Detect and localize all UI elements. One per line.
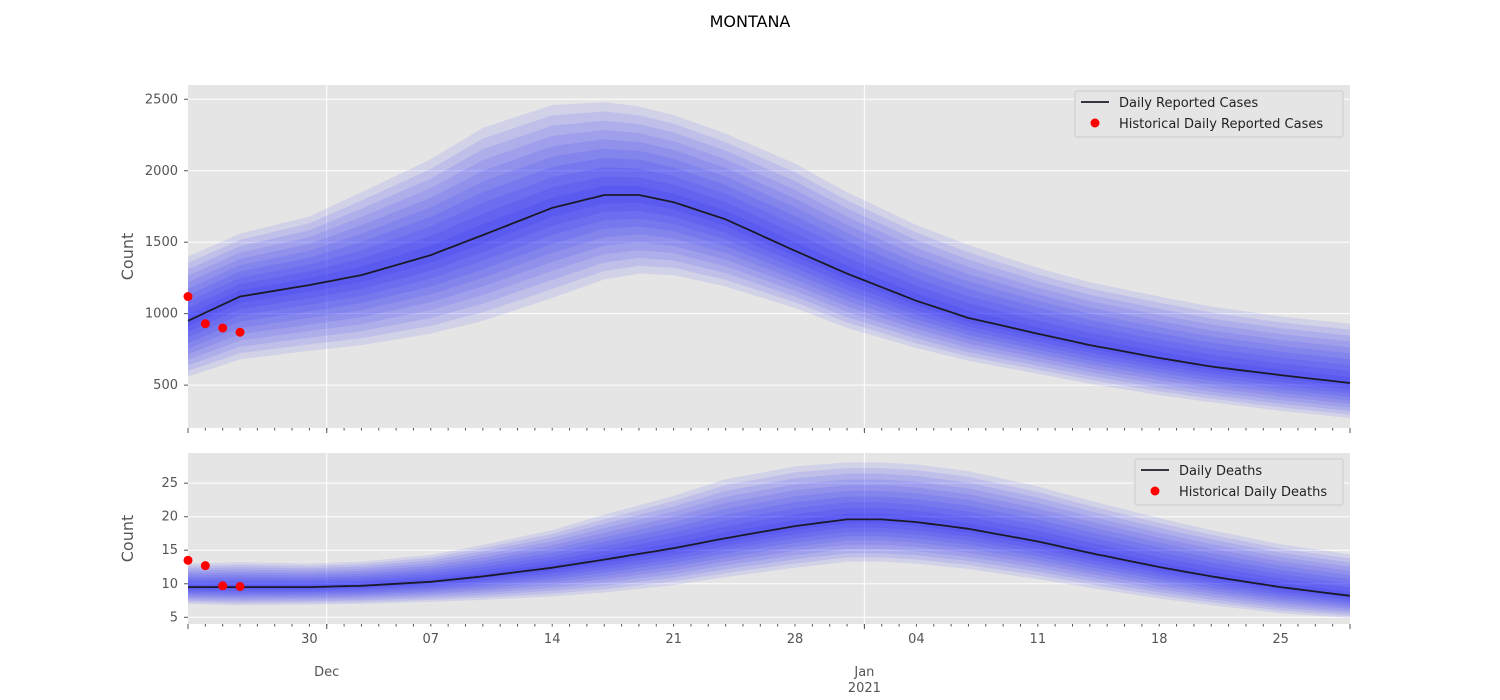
xtick-label: 21: [665, 632, 682, 647]
deaths-legend-label-line: Daily Deaths: [1179, 464, 1262, 479]
deaths-historical-point: [235, 581, 245, 591]
deaths-ylabel: Count: [118, 515, 137, 563]
cases-uncertainty-band: [188, 167, 1350, 394]
cases-ytick-label: 500: [153, 378, 178, 393]
deaths-historical-point: [218, 581, 228, 591]
deaths-uncertainty-band: [188, 490, 1350, 607]
deaths-legend: Daily Deaths Historical Daily Deaths: [1134, 458, 1344, 506]
month-label: Dec: [314, 665, 339, 680]
deaths-ytick-label: 20: [161, 510, 178, 525]
xtick-label: 18: [1151, 632, 1168, 647]
deaths-ytick-label: 5: [170, 610, 178, 625]
deaths-historical-point: [200, 561, 210, 571]
cases-ytick-label: 1000: [145, 307, 178, 322]
deaths-ytick-label: 25: [161, 476, 178, 491]
xtick-label: 07: [423, 632, 440, 647]
cases-legend-point-swatch: [1090, 118, 1100, 128]
deaths-uncertainty-band: [188, 462, 1350, 618]
cases-panel: 500 1000 1500 2000 2500 Count Daily Reported C…: [118, 85, 1351, 433]
cases-historical-point: [183, 292, 193, 302]
cases-legend-label-point: Historical Daily Reported Cases: [1119, 117, 1323, 132]
cases-legend-box: [1074, 90, 1344, 138]
deaths-ytick-label: 15: [161, 543, 178, 558]
deaths-median-line: [188, 518, 1351, 597]
deaths-legend-box: [1134, 458, 1344, 506]
deaths-panel: 5 10 15 20 25 Count Daily Deaths Historical Dai…: [118, 453, 1351, 629]
cases-historical-point: [200, 319, 210, 329]
cases-ylabel: Count: [118, 233, 137, 281]
cases-historical-point: [235, 327, 245, 337]
cases-uncertainty-band: [188, 148, 1350, 401]
cases-ytick-label: 1500: [145, 235, 178, 250]
cases-median-line: [187, 194, 1351, 384]
xtick-label: 14: [544, 632, 561, 647]
cases-uncertainty-band: [188, 176, 1350, 390]
cases-historical-point: [218, 323, 228, 333]
xtick-label: 30: [301, 632, 318, 647]
deaths-historical-point: [183, 555, 193, 565]
xtick-label: 25: [1272, 632, 1289, 647]
cases-legend-label-line: Daily Reported Cases: [1119, 96, 1258, 111]
xtick-label: 11: [1030, 632, 1047, 647]
cases-plot-area: [188, 85, 1350, 428]
month-label: Jan: [853, 665, 874, 680]
deaths-uncertainty-band: [188, 479, 1350, 612]
deaths-uncertainty-band: [188, 468, 1350, 616]
cases-ytick-label: 2500: [145, 92, 178, 107]
year-label: 2021: [848, 681, 881, 696]
deaths-uncertainty-band: [188, 485, 1350, 610]
cases-legend: Daily Reported Cases Historical Daily Rep…: [1074, 90, 1344, 138]
cases-ytick-label: 2000: [145, 164, 178, 179]
xtick-label: 28: [787, 632, 804, 647]
deaths-ytick-label: 10: [161, 577, 178, 592]
figure-title: MONTANA: [710, 12, 791, 31]
deaths-legend-point-swatch: [1150, 486, 1160, 496]
deaths-legend-label-point: Historical Daily Deaths: [1179, 485, 1327, 500]
deaths-uncertainty-band: [188, 473, 1350, 614]
cases-uncertainty-band: [188, 157, 1350, 397]
xtick-label: 04: [908, 632, 925, 647]
